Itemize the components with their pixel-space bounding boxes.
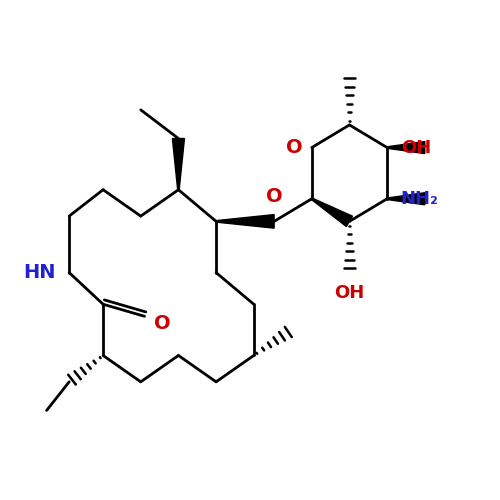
Text: HN: HN bbox=[23, 263, 56, 282]
Text: OH: OH bbox=[400, 138, 431, 156]
Polygon shape bbox=[172, 138, 184, 190]
Text: O: O bbox=[286, 138, 302, 157]
Text: NH₂: NH₂ bbox=[400, 190, 438, 208]
Polygon shape bbox=[216, 214, 274, 228]
Text: O: O bbox=[154, 314, 170, 334]
Text: OH: OH bbox=[334, 284, 364, 302]
Polygon shape bbox=[387, 142, 425, 154]
Polygon shape bbox=[312, 198, 352, 226]
Text: O: O bbox=[266, 188, 282, 206]
Polygon shape bbox=[387, 192, 425, 205]
